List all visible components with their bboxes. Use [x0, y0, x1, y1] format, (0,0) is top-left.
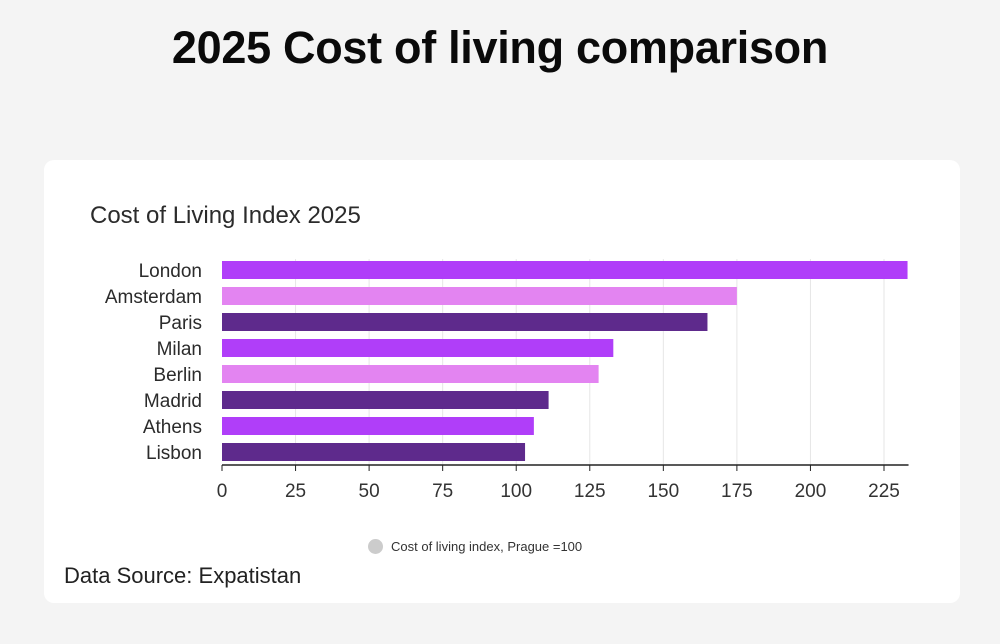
category-label: Madrid: [144, 391, 202, 412]
x-tick-label: 100: [500, 481, 532, 502]
bar-paris[interactable]: [222, 313, 708, 331]
bar-madrid[interactable]: [222, 391, 549, 409]
x-tick-label: 225: [868, 481, 900, 502]
x-tick-label: 125: [574, 481, 606, 502]
bars: [222, 261, 908, 461]
category-label: Amsterdam: [105, 287, 202, 308]
category-label: Athens: [143, 417, 202, 438]
category-labels: London Amsterdam Paris Milan Berlin Madrid Ath…: [105, 261, 202, 464]
x-tick-label: 50: [359, 481, 380, 502]
x-tick-label: 175: [721, 481, 753, 502]
bar-milan[interactable]: [222, 339, 614, 357]
bar-athens[interactable]: [222, 417, 534, 435]
x-tick-label: 25: [285, 481, 306, 502]
category-label: Lisbon: [146, 443, 202, 464]
category-label: Milan: [157, 339, 202, 360]
legend-dot-icon: [368, 539, 383, 554]
x-axis: 0 25 50 75 100 125 150 175 200 225: [217, 464, 909, 502]
legend[interactable]: Cost of living index, Prague =100: [368, 539, 582, 554]
x-tick-label: 0: [217, 481, 228, 502]
data-source: Data Source: Expatistan: [64, 563, 302, 588]
chart-title: Cost of Living Index 2025: [90, 202, 361, 229]
bar-london[interactable]: [222, 261, 908, 279]
bar-amsterdam[interactable]: [222, 287, 737, 305]
category-label: London: [139, 261, 202, 282]
legend-label: Cost of living index, Prague =100: [391, 539, 583, 554]
bar-lisbon[interactable]: [222, 443, 526, 461]
category-label: Berlin: [153, 365, 202, 386]
x-tick-label: 150: [647, 481, 679, 502]
bar-berlin[interactable]: [222, 365, 599, 383]
x-tick-label: 75: [432, 481, 453, 502]
x-tick-label: 200: [795, 481, 827, 502]
category-label: Paris: [159, 313, 202, 334]
page-title: 2025 Cost of living comparison: [171, 22, 829, 73]
